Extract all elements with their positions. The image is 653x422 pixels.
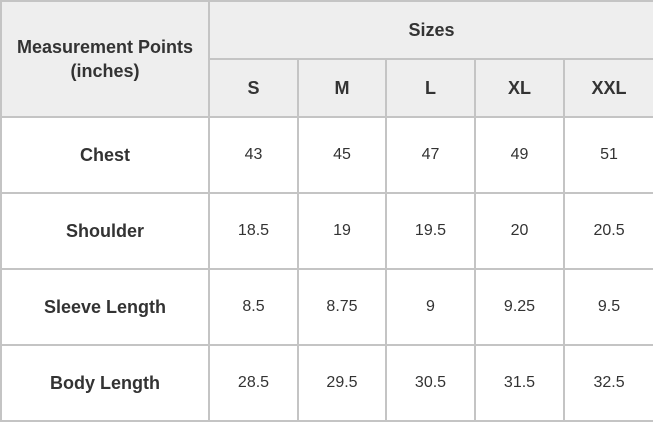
measurement-value: 18.5 <box>208 192 299 270</box>
measurement-value: 51 <box>562 116 653 194</box>
header-line-2: (inches) <box>70 61 140 81</box>
header-line-1: Measurement Points <box>16 37 194 57</box>
measurement-value: 9 <box>385 268 476 346</box>
measurement-value: 29.5 <box>297 344 387 422</box>
measurement-value: 49 <box>474 116 565 194</box>
table-row: Body Length 28.5 29.5 30.5 31.5 32.5 <box>0 344 653 422</box>
measurement-value: 9.5 <box>562 268 653 346</box>
measurement-value: 31.5 <box>474 344 565 422</box>
sizes-header: Sizes <box>207 0 653 60</box>
row-label: Chest <box>0 116 210 194</box>
size-header-xxl: XXL <box>562 58 653 118</box>
measurement-value: 8.75 <box>297 268 387 346</box>
table-row: Sleeve Length 8.5 8.75 9 9.25 9.5 <box>0 268 653 346</box>
size-header-m: M <box>297 58 387 118</box>
row-label: Shoulder <box>0 192 210 270</box>
measurement-value: 19 <box>297 192 387 270</box>
row-label: Sleeve Length <box>0 268 210 346</box>
measurement-value: 30.5 <box>385 344 476 422</box>
measurement-value: 32.5 <box>562 344 653 422</box>
measurement-value: 43 <box>208 116 299 194</box>
measurement-value: 20.5 <box>562 192 653 270</box>
size-header-s: S <box>208 58 299 118</box>
table-row: Chest 43 45 47 49 51 <box>0 116 653 194</box>
measurement-value: 19.5 <box>385 192 476 270</box>
measurement-value: 28.5 <box>208 344 299 422</box>
measurement-value: 47 <box>385 116 476 194</box>
size-header-l: L <box>385 58 476 118</box>
size-header-xl: XL <box>474 58 565 118</box>
measurement-value: 8.5 <box>208 268 299 346</box>
measurement-points-header: Measurement Points (inches) <box>0 0 210 118</box>
table-row: Shoulder 18.5 19 19.5 20 20.5 <box>0 192 653 270</box>
measurement-value: 9.25 <box>474 268 565 346</box>
measurement-value: 45 <box>297 116 387 194</box>
measurement-value: 20 <box>474 192 565 270</box>
row-label: Body Length <box>0 344 210 422</box>
